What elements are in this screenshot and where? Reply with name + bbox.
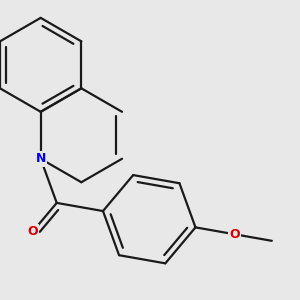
Text: O: O [230,228,240,241]
Text: O: O [27,225,38,238]
Text: N: N [35,152,46,165]
